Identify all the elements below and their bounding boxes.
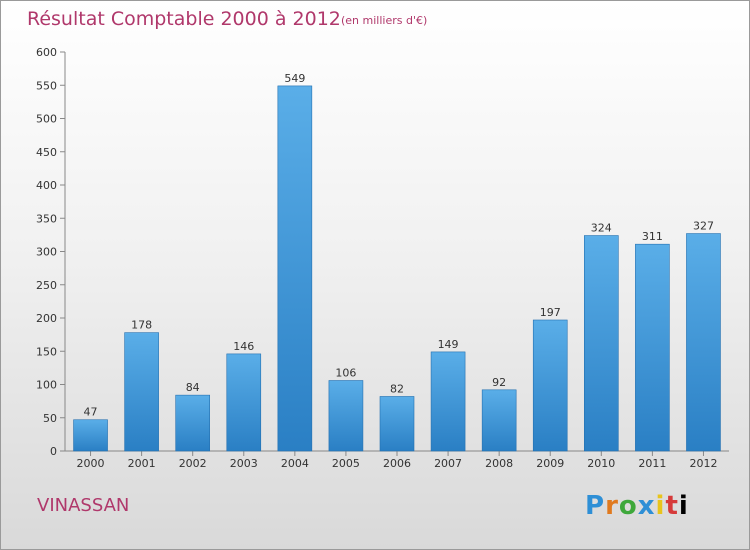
logo-letter: P [585,491,606,521]
bar-value-label: 178 [131,319,152,332]
bar [73,419,108,452]
x-tick-label: 2003 [230,457,258,470]
x-tick-label: 2011 [638,457,666,470]
bar [686,233,721,452]
bar-value-label: 311 [642,230,663,243]
x-tick-label: 2000 [77,457,105,470]
y-tick-label: 0 [50,445,57,458]
commune-name: VINASSAN [37,495,130,516]
bar-value-label: 146 [233,340,254,353]
bar-value-label: 327 [693,220,714,233]
y-tick-label: 400 [36,179,57,192]
logo-letter: r [605,491,619,521]
x-tick-label: 2002 [179,457,207,470]
logo-letter: o [618,491,638,521]
bar [277,85,313,452]
bars [73,85,721,452]
logo-letter: t [665,491,679,521]
y-tick-label: 600 [36,46,57,59]
bar [532,319,568,452]
x-tick-label: 2006 [383,457,411,470]
x-tick-label: 2012 [689,457,717,470]
bar [481,389,517,452]
x-tick-label: 2005 [332,457,360,470]
bar [379,396,415,452]
x-tick-label: 2010 [587,457,615,470]
bar-value-label: 47 [84,406,98,419]
y-tick-label: 50 [43,412,57,425]
y-tick-label: 550 [36,79,57,92]
logo-letter: i [678,491,689,521]
y-tick-label: 300 [36,246,57,259]
y-tick-label: 100 [36,379,57,392]
bar-value-label: 92 [492,376,506,389]
y-tick-label: 250 [36,279,57,292]
bar [226,353,262,452]
bar [175,394,210,452]
bar [328,380,364,452]
x-tick-label: 2008 [485,457,513,470]
logo-letter: x [637,491,656,521]
data-labels: 47 178 84 146 549 106 82 149 92 197 324 311 327 [84,72,714,419]
x-tick-label: 2004 [281,457,309,470]
bar [584,235,619,452]
y-tick-label: 200 [36,312,57,325]
proxiti-logo: Proxiti [585,491,689,521]
bar-value-label: 149 [438,338,459,351]
bar [124,332,159,452]
bar-value-label: 549 [284,72,305,85]
logo-letter: i [655,491,666,521]
bar [430,351,466,452]
bar-value-label: 82 [390,382,404,395]
bar-value-label: 324 [591,222,612,235]
y-tick-label: 350 [36,212,57,225]
x-tick-label: 2009 [536,457,564,470]
x-tick-label: 2001 [128,457,156,470]
y-tick-label: 500 [36,113,57,126]
y-tick-label: 150 [36,345,57,358]
x-tick-label: 2007 [434,457,462,470]
y-tick-label: 450 [36,146,57,159]
bar-value-label: 197 [540,306,561,319]
bar [635,243,670,452]
chart-title: Résultat Comptable 2000 à 2012 [27,8,341,30]
bar-value-label: 106 [335,367,356,380]
chart-subtitle: (en milliers d'€) [341,14,428,27]
bar-value-label: 84 [186,381,200,394]
